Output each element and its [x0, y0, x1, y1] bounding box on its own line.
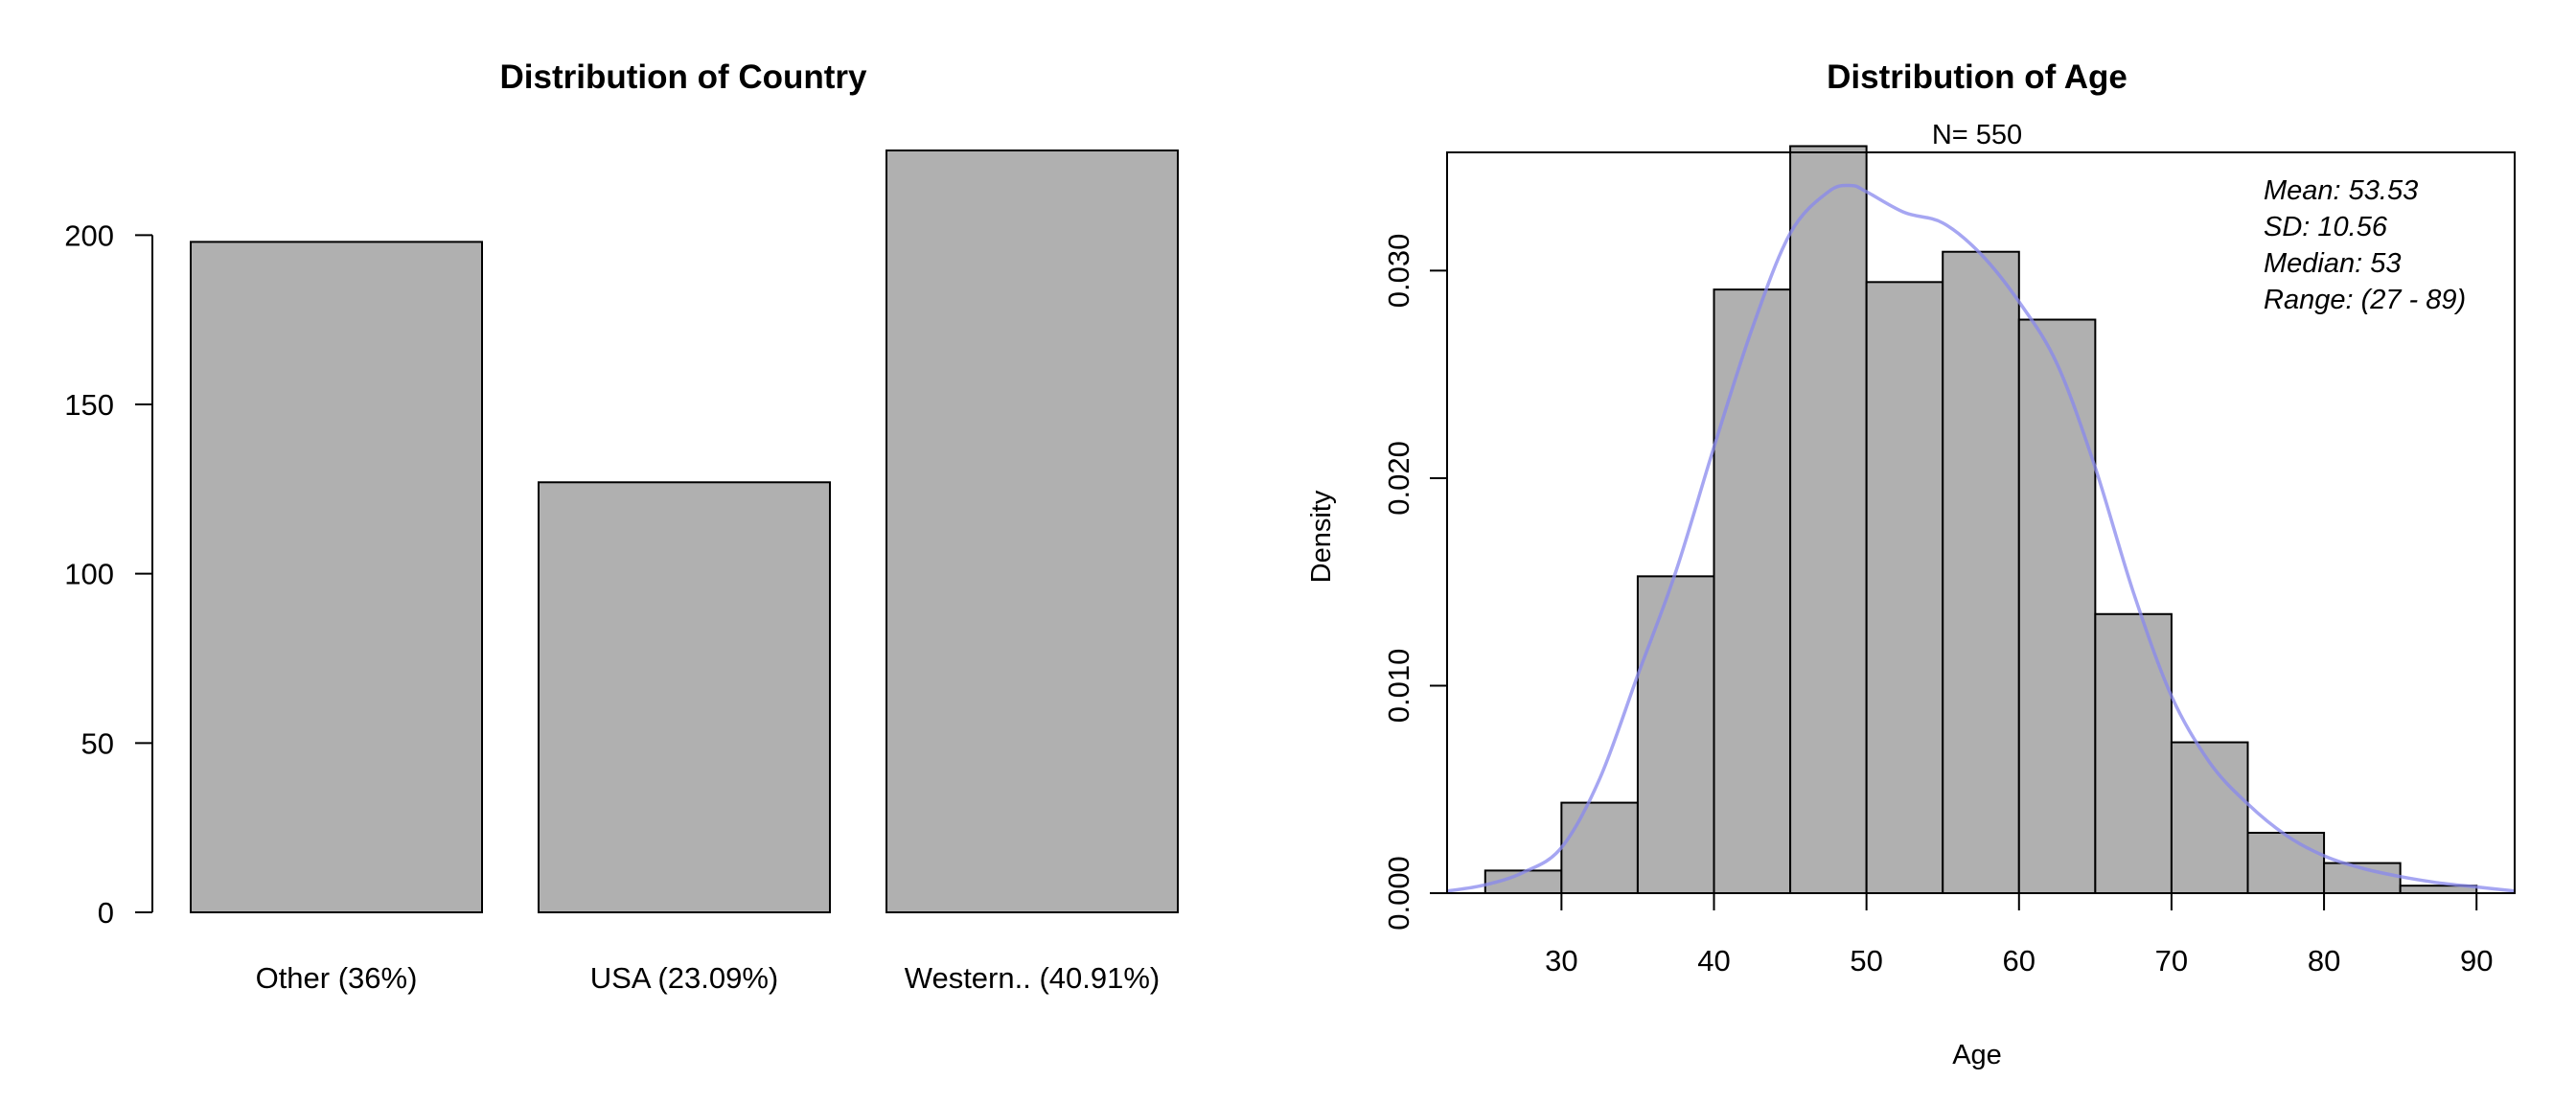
age-histogram-bar — [1636, 575, 1715, 895]
x-tick-label: 80 — [2308, 944, 2340, 978]
age-histogram-bar — [1865, 281, 1944, 895]
age-histogram-bars — [1484, 145, 2478, 895]
country-category-labels: Other (36%) USA (23.09%) Western.. (40.91%… — [256, 961, 1161, 995]
y-tick-label: 50 — [81, 726, 114, 760]
age-histogram-bar — [2170, 741, 2249, 894]
age-histogram-bar — [1560, 801, 1639, 895]
age-x-axis: 30 40 50 60 70 80 90 — [1545, 892, 2493, 978]
x-tick-label: 70 — [2155, 944, 2188, 978]
y-tick-label: 0.000 — [1382, 856, 1415, 931]
country-bar-chart: Distribution of Country 0 50 100 150 200 Oth… — [64, 58, 1179, 995]
y-tick-label: 150 — [64, 388, 114, 422]
age-histogram-bar — [2017, 318, 2097, 894]
country-chart-title: Distribution of Country — [499, 58, 867, 96]
category-label: Western.. (40.91%) — [905, 961, 1160, 995]
summary-stat-line: Range: (27 - 89) — [2264, 285, 2466, 315]
category-label: USA (23.09%) — [590, 961, 778, 995]
age-histogram-bar — [1713, 288, 1792, 894]
age-histogram-bar — [2246, 831, 2326, 895]
age-x-axis-label: Age — [1952, 1040, 2002, 1070]
age-histogram-bar — [1942, 250, 2020, 894]
summary-stat-line: Mean: 53.53 — [2264, 175, 2418, 206]
country-bar — [886, 150, 1179, 913]
summary-stat-line: Median: 53 — [2264, 248, 2402, 279]
age-histogram-bar — [1789, 145, 1868, 894]
y-tick-label: 0 — [98, 896, 114, 930]
y-tick-label: 100 — [64, 558, 114, 591]
country-y-axis: 0 50 100 150 200 — [64, 218, 153, 930]
category-label: Other (36%) — [256, 961, 418, 995]
x-tick-label: 90 — [2460, 944, 2493, 978]
age-chart-subtitle: N= 550 — [1932, 120, 2022, 150]
country-bar — [190, 241, 483, 913]
x-tick-label: 30 — [1545, 944, 1577, 978]
y-tick-label: 200 — [64, 218, 114, 252]
x-tick-label: 40 — [1697, 944, 1730, 978]
x-tick-label: 50 — [1850, 944, 1882, 978]
density-curve — [1446, 183, 2516, 893]
age-histogram-bar — [2094, 612, 2173, 895]
age-histogram-chart: Distribution of Age N= 550 0.0000.0100.0… — [1306, 58, 2516, 1070]
age-y-axis: 0.000 0.010 0.020 0.030 — [1382, 234, 1448, 931]
y-tick-label: 0.010 — [1382, 649, 1415, 724]
summary-stats: Mean: 53.53 SD: 10.56 Median: 53 Range: (27… — [2264, 175, 2466, 315]
x-tick-label: 60 — [2003, 944, 2036, 978]
summary-stat-line: SD: 10.56 — [2264, 212, 2388, 242]
country-bars — [190, 150, 1179, 913]
y-tick-label: 0.020 — [1382, 441, 1415, 516]
y-tick-label: 0.030 — [1382, 234, 1415, 309]
age-chart-title: Distribution of Age — [1827, 58, 2128, 96]
age-y-axis-label: Density — [1306, 490, 1337, 583]
country-bar — [538, 481, 831, 913]
